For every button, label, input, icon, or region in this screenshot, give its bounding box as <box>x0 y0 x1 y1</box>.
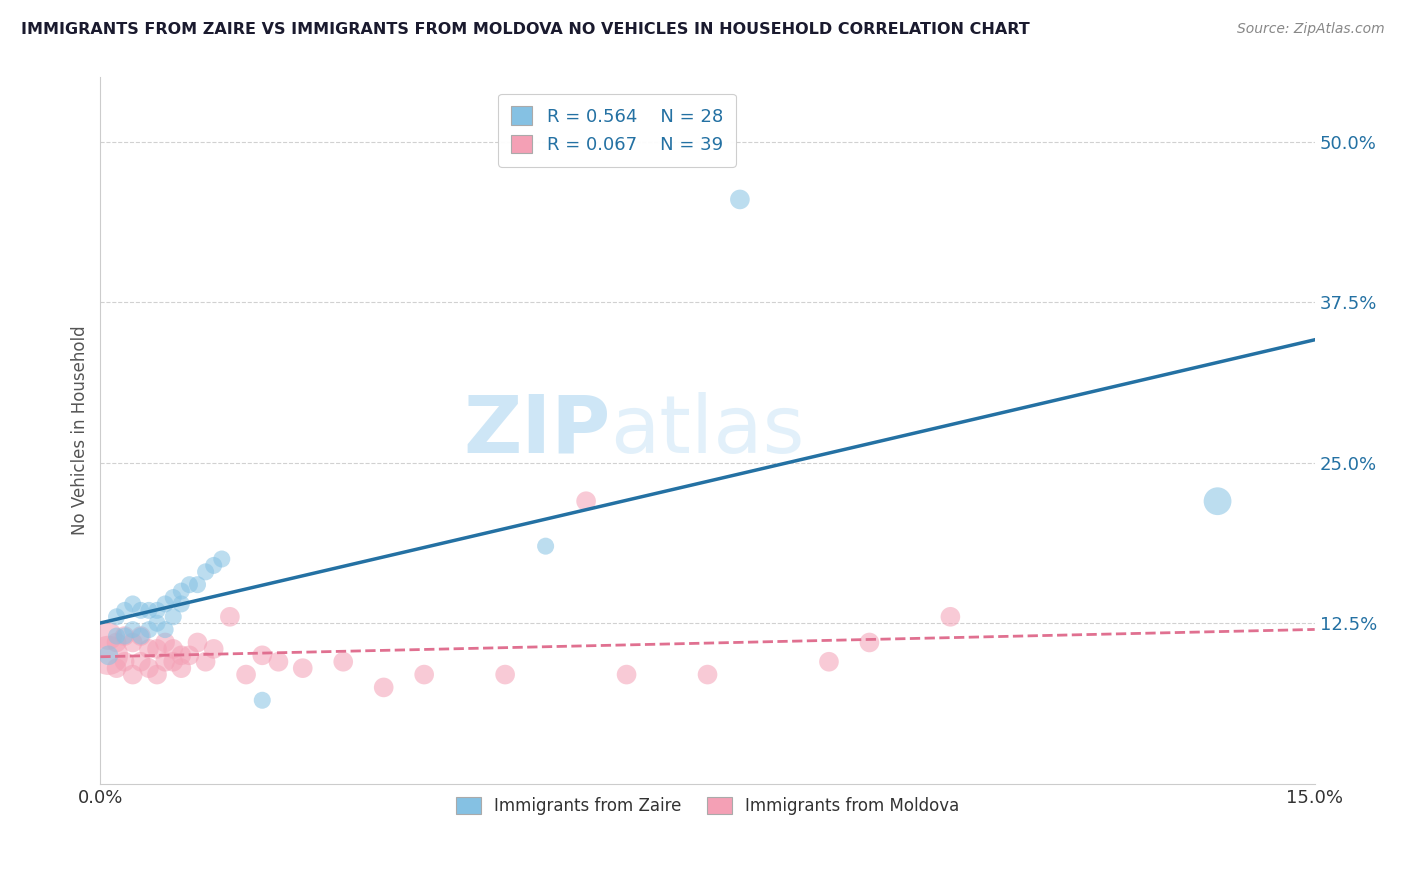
Point <box>219 609 242 624</box>
Point <box>105 635 128 649</box>
Point <box>97 629 120 643</box>
Point <box>332 655 354 669</box>
Point <box>153 597 176 611</box>
Point <box>138 641 160 656</box>
Point <box>170 661 193 675</box>
Point <box>114 603 136 617</box>
Point <box>138 661 160 675</box>
Point <box>105 661 128 675</box>
Point <box>129 655 152 669</box>
Point <box>252 648 274 663</box>
Point <box>211 552 233 566</box>
Point <box>97 648 120 663</box>
Point <box>534 539 557 553</box>
Legend: Immigrants from Zaire, Immigrants from Moldova: Immigrants from Zaire, Immigrants from M… <box>446 787 969 825</box>
Point <box>121 635 143 649</box>
Point <box>121 597 143 611</box>
Point <box>105 629 128 643</box>
Point <box>728 193 751 207</box>
Point <box>494 667 516 681</box>
Point <box>202 558 225 573</box>
Point <box>153 623 176 637</box>
Point <box>162 609 184 624</box>
Y-axis label: No Vehicles in Household: No Vehicles in Household <box>72 326 89 535</box>
Point <box>179 577 201 591</box>
Point <box>146 616 169 631</box>
Point <box>105 609 128 624</box>
Point <box>138 623 160 637</box>
Point <box>162 641 184 656</box>
Point <box>162 655 184 669</box>
Point <box>696 667 718 681</box>
Point <box>153 655 176 669</box>
Text: atlas: atlas <box>610 392 804 469</box>
Point <box>153 635 176 649</box>
Point <box>146 603 169 617</box>
Point <box>616 667 638 681</box>
Point <box>121 667 143 681</box>
Point <box>129 629 152 643</box>
Point <box>138 603 160 617</box>
Point <box>121 623 143 637</box>
Point <box>146 641 169 656</box>
Point <box>170 584 193 599</box>
Point <box>818 655 841 669</box>
Point <box>373 681 395 695</box>
Point <box>186 635 208 649</box>
Point <box>162 591 184 605</box>
Point <box>194 655 217 669</box>
Text: ZIP: ZIP <box>463 392 610 469</box>
Point <box>267 655 290 669</box>
Point <box>114 629 136 643</box>
Point <box>575 494 598 508</box>
Point <box>97 648 120 663</box>
Point <box>129 629 152 643</box>
Point <box>186 577 208 591</box>
Point <box>858 635 880 649</box>
Point <box>114 655 136 669</box>
Point <box>202 641 225 656</box>
Point <box>194 565 217 579</box>
Point <box>179 648 201 663</box>
Point <box>170 597 193 611</box>
Text: IMMIGRANTS FROM ZAIRE VS IMMIGRANTS FROM MOLDOVA NO VEHICLES IN HOUSEHOLD CORREL: IMMIGRANTS FROM ZAIRE VS IMMIGRANTS FROM… <box>21 22 1029 37</box>
Point <box>129 603 152 617</box>
Point <box>252 693 274 707</box>
Point <box>114 629 136 643</box>
Point <box>939 609 962 624</box>
Point <box>170 648 193 663</box>
Point <box>146 667 169 681</box>
Text: Source: ZipAtlas.com: Source: ZipAtlas.com <box>1237 22 1385 37</box>
Point <box>413 667 436 681</box>
Point <box>1206 494 1229 508</box>
Point <box>235 667 257 681</box>
Point <box>291 661 314 675</box>
